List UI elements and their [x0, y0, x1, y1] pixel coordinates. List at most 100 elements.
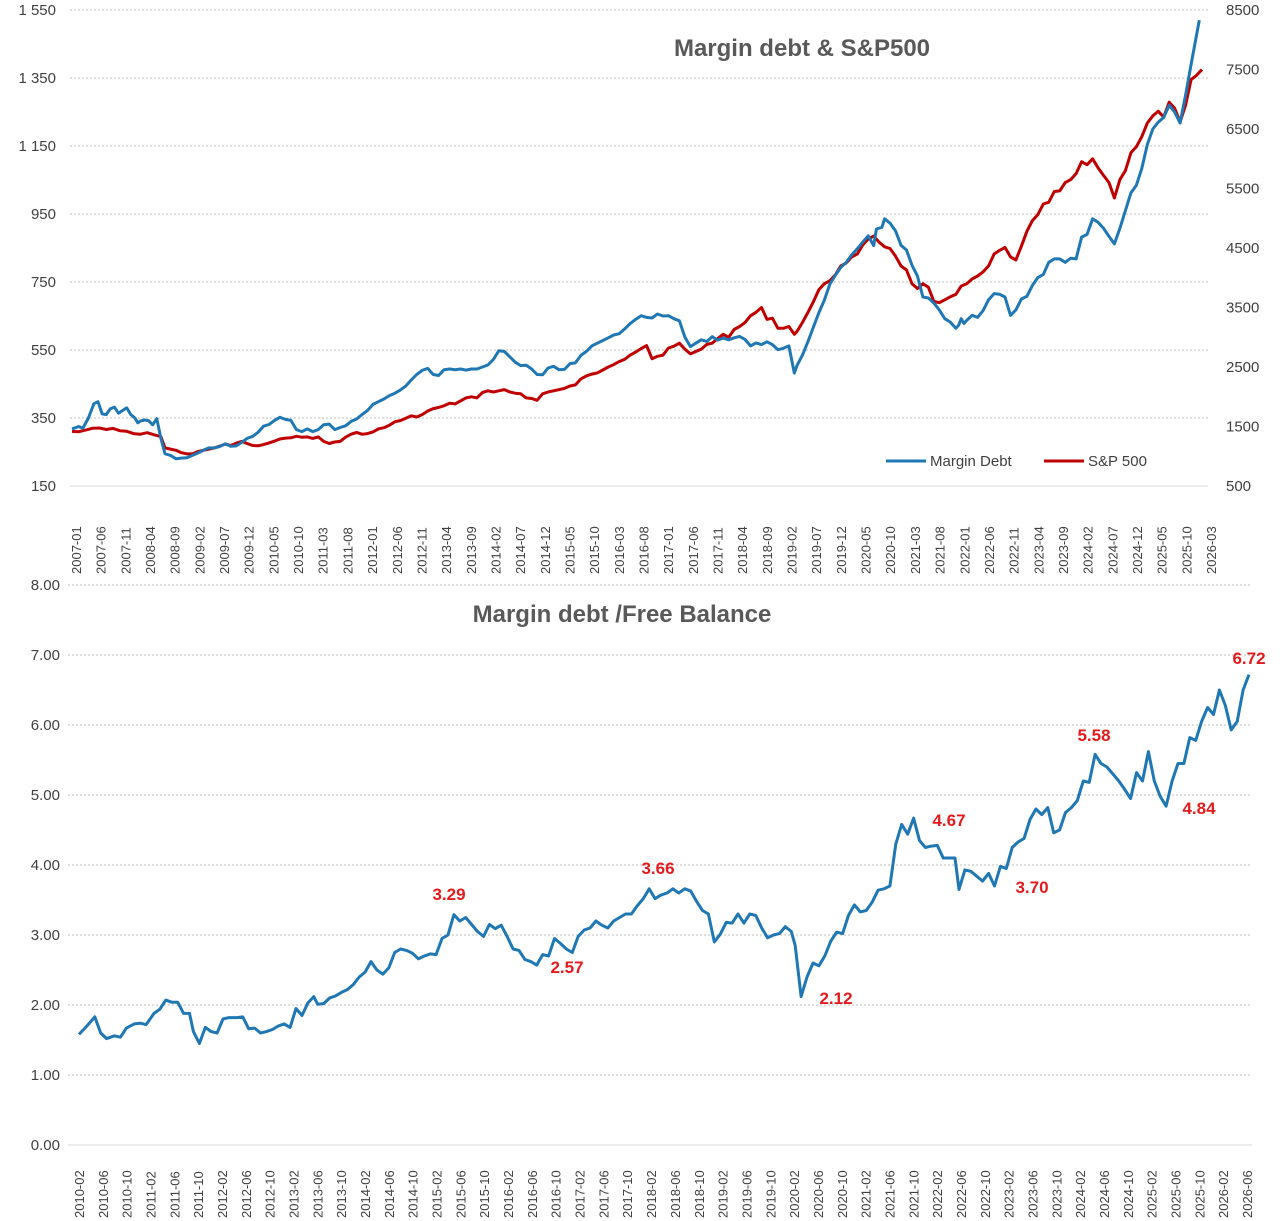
x-tick-label-bottom: 2011-10	[191, 1171, 206, 1218]
x-tick-label-top: 2007-01	[69, 526, 84, 574]
data-label-annotation: 4.84	[1182, 799, 1216, 818]
x-tick-label-top: 2017-01	[661, 526, 676, 574]
x-tick-label-top: 2009-12	[242, 526, 257, 574]
x-tick-label-bottom: 2026-02	[1216, 1170, 1231, 1218]
x-tick-label-bottom: 2012-10	[263, 1170, 278, 1218]
x-tick-label-bottom: 2015-06	[453, 1170, 468, 1218]
x-tick-label-top: 2018-09	[760, 526, 775, 574]
data-label-annotation: 6.72	[1232, 649, 1265, 668]
x-tick-label-bottom: 2024-02	[1073, 1170, 1088, 1218]
x-tick-label-bottom: 2022-02	[930, 1170, 945, 1218]
x-tick-label-bottom: 2025-02	[1145, 1170, 1160, 1218]
y-tick-label-bottom: 1.00	[31, 1067, 60, 1084]
x-tick-label-bottom: 2016-06	[525, 1170, 540, 1218]
x-tick-label-bottom: 2013-10	[334, 1170, 349, 1218]
x-tick-label-bottom: 2015-02	[430, 1170, 445, 1218]
x-tick-label-top: 2013-04	[439, 526, 454, 574]
y-right-tick-label: 8500	[1226, 2, 1259, 19]
x-tick-label-top: 2020-10	[883, 526, 898, 574]
x-tick-label-top: 2024-02	[1081, 526, 1096, 574]
y-left-tick-label: 950	[31, 206, 56, 223]
y-right-tick-label: 4500	[1226, 240, 1259, 257]
x-tick-label-bottom: 2020-10	[835, 1170, 850, 1218]
data-label-annotation: 5.58	[1077, 726, 1110, 745]
x-tick-label-top: 2014-12	[538, 526, 553, 574]
y-tick-label-bottom: 6.00	[31, 717, 60, 734]
x-tick-label-bottom: 2010-10	[120, 1170, 135, 1218]
x-tick-label-top: 2017-06	[686, 526, 701, 574]
x-tick-label-bottom: 2021-06	[882, 1170, 897, 1218]
x-tick-label-bottom: 2012-02	[215, 1170, 230, 1218]
x-tick-label-bottom: 2025-10	[1192, 1170, 1207, 1218]
data-label-annotation: 3.66	[641, 859, 674, 878]
x-tick-label-top: 2016-03	[612, 526, 627, 574]
x-tick-label-top: 2012-11	[414, 527, 429, 574]
x-tick-label-bottom: 2016-02	[501, 1170, 516, 1218]
x-tick-label-top: 2007-11	[118, 527, 133, 574]
x-tick-label-bottom: 2021-02	[859, 1170, 874, 1218]
x-tick-label-bottom: 2010-06	[96, 1170, 111, 1218]
y-left-tick-label: 550	[31, 342, 56, 359]
x-tick-label-top: 2022-11	[1007, 527, 1022, 574]
x-tick-label-bottom: 2013-02	[287, 1170, 302, 1218]
x-tick-label-bottom: 2012-06	[239, 1170, 254, 1218]
y-right-tick-label: 3500	[1226, 300, 1259, 317]
x-tick-label-bottom: 2019-06	[739, 1170, 754, 1218]
y-left-tick-label: 750	[31, 274, 56, 291]
x-tick-label-top: 2023-04	[1031, 526, 1046, 574]
y-left-tick-label: 150	[31, 478, 56, 495]
margin-debt-free-balance-chart: 0.00 1.00 2.00 3.00 4.00 5.00 6.00 7.00 8.00 2010…	[31, 577, 1266, 1218]
legend-top: Margin Debt S&P 500	[886, 453, 1147, 470]
x-tick-label-bottom: 2024-10	[1121, 1170, 1136, 1218]
x-tick-label-bottom: 2021-10	[906, 1170, 921, 1218]
x-tick-label-bottom: 2017-10	[620, 1170, 635, 1218]
y-tick-label-bottom: 7.00	[31, 647, 60, 664]
y-left-tick-label: 1 350	[18, 70, 56, 87]
x-tick-label-top: 2019-07	[809, 526, 824, 574]
x-tick-label-bottom: 2011-06	[167, 1171, 182, 1218]
x-tick-label-top: 2009-07	[217, 526, 232, 574]
x-tick-label-bottom: 2014-10	[406, 1170, 421, 1218]
x-tick-label-top: 2019-12	[834, 526, 849, 574]
margin-free-balance-line	[77, 674, 1251, 1045]
y-left-tick-label: 1 550	[18, 2, 56, 19]
y-tick-label-bottom: 0.00	[31, 1137, 60, 1154]
sp500-line	[71, 68, 1204, 456]
y-right-tick-label: 7500	[1226, 62, 1259, 79]
x-tick-label-top: 2022-06	[982, 526, 997, 574]
x-tick-label-top: 2021-03	[908, 526, 923, 574]
x-tick-label-top: 2023-09	[1056, 526, 1071, 574]
y-right-tick-label: 1500	[1226, 419, 1259, 436]
x-tick-label-bottom: 2016-10	[549, 1170, 564, 1218]
data-label-annotation: 4.67	[932, 811, 965, 830]
x-tick-label-top: 2010-10	[291, 526, 306, 574]
x-tick-label-bottom: 2018-02	[644, 1170, 659, 1218]
x-tick-label-top: 2012-06	[390, 526, 405, 574]
x-tick-label-top: 2026-03	[1204, 526, 1219, 574]
x-tick-label-top: 2024-12	[1130, 526, 1145, 574]
x-tick-label-bottom: 2022-10	[978, 1170, 993, 1218]
x-tick-label-top: 2021-08	[933, 526, 948, 574]
data-label-annotation: 2.57	[550, 958, 583, 977]
x-tick-label-top: 2015-05	[562, 526, 577, 574]
x-tick-label-top: 2011-08	[340, 527, 355, 574]
y-left-tick-label: 1 150	[18, 138, 56, 155]
x-tick-label-top: 2008-09	[168, 526, 183, 574]
x-tick-label-bottom: 2015-10	[477, 1170, 492, 1218]
margin-debt-line	[71, 19, 1201, 461]
x-tick-label-top: 2020-05	[859, 526, 874, 574]
y-tick-label-bottom: 5.00	[31, 787, 60, 804]
x-tick-label-bottom: 2010-02	[72, 1170, 87, 1218]
x-tick-label-top: 2018-04	[735, 526, 750, 574]
chart-title-top: Margin debt & S&P500	[674, 35, 930, 62]
x-tick-label-top: 2014-02	[488, 526, 503, 574]
data-label-annotation: 3.70	[1015, 878, 1048, 897]
legend-label-margin-debt: Margin Debt	[930, 453, 1013, 470]
x-tick-label-top: 2013-09	[464, 526, 479, 574]
data-label-annotation: 3.29	[432, 885, 465, 904]
x-tick-label-top: 2008-04	[143, 526, 158, 574]
x-tick-label-bottom: 2020-06	[811, 1170, 826, 1218]
x-tick-label-top: 2010-05	[266, 526, 281, 574]
x-tick-label-top: 2009-02	[192, 526, 207, 574]
y-right-tick-label: 2500	[1226, 359, 1259, 376]
